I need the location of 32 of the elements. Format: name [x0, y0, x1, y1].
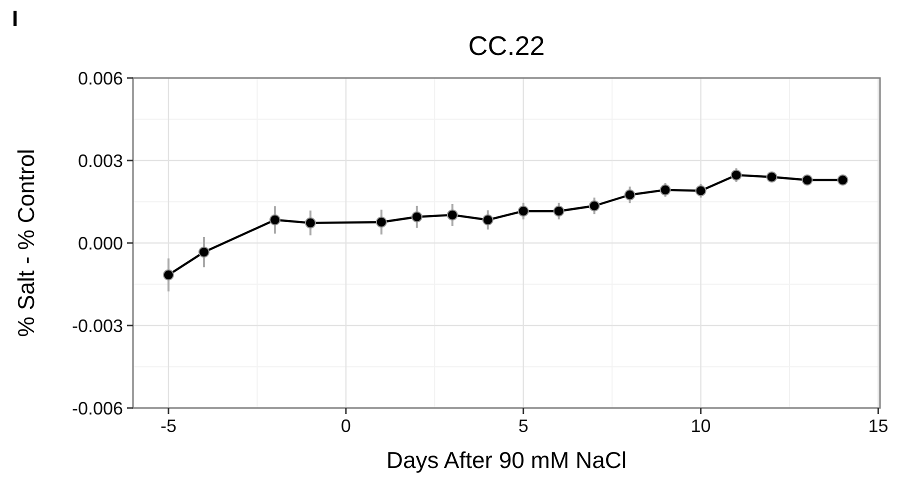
point: [411, 211, 422, 222]
point: [446, 209, 458, 220]
point: [660, 184, 671, 196]
point: [837, 174, 848, 186]
point: [802, 174, 813, 186]
point: [695, 185, 706, 196]
chart-title: CC.22: [468, 31, 545, 61]
text: I: [12, 6, 18, 31]
point: [162, 269, 174, 280]
point: [588, 200, 600, 212]
point: [482, 214, 494, 226]
point: [269, 214, 280, 226]
y-tick-label: 0.006: [78, 68, 123, 88]
point: [518, 206, 529, 217]
x-tick-label: -5: [160, 416, 176, 436]
y-tick-label: -0.003: [72, 316, 123, 336]
x-tick-label: 0: [340, 416, 351, 436]
x-tick-label: 10: [690, 416, 711, 436]
point: [376, 216, 387, 228]
point: [766, 172, 778, 182]
x-tick-label: 5: [518, 416, 528, 436]
point: [198, 246, 210, 258]
point: [624, 189, 636, 200]
point: [304, 217, 316, 228]
y-tick-label: 0.000: [78, 233, 123, 254]
y-tick-label: 0.003: [78, 150, 123, 171]
x-axis-title: Days After 90 mM NaCl: [386, 447, 627, 473]
x-tick-label: 15: [868, 416, 888, 436]
point: [730, 170, 742, 181]
y-axis-title: % Salt - % Control: [13, 149, 39, 337]
y-tick-label: -0.006: [72, 398, 123, 418]
point: [553, 206, 564, 217]
